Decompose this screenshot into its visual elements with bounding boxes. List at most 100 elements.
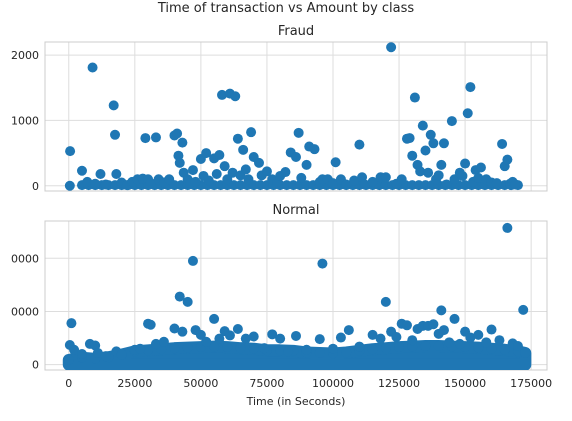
fraud-data-point — [230, 91, 241, 102]
normal-x-tick-label: 125000 — [378, 377, 420, 390]
fraud-data-point — [82, 176, 93, 187]
fraud-data-point — [100, 179, 111, 190]
fraud-data-point — [214, 150, 225, 161]
normal-data-point — [240, 333, 251, 344]
fraud-data-point — [404, 133, 415, 144]
normal-data-point — [177, 326, 188, 337]
fraud-data-point — [177, 137, 188, 148]
normal-band-point — [248, 343, 259, 354]
fraud-data-point — [150, 132, 161, 143]
normal-x-tick-label: 175000 — [510, 377, 552, 390]
fraud-data-point — [254, 157, 265, 168]
normal-data-point — [150, 338, 161, 349]
normal-data-point — [224, 330, 235, 341]
normal-data-point — [327, 343, 338, 354]
normal-data-point — [66, 318, 77, 329]
fraud-data-point — [227, 167, 238, 178]
fraud-data-point — [111, 169, 122, 180]
fraud-data-point — [457, 170, 468, 181]
fraud-data-point — [293, 127, 304, 138]
fraud-data-point — [491, 178, 502, 189]
normal-data-point — [428, 319, 439, 330]
fraud-data-point — [296, 172, 307, 183]
fraud-data-point — [510, 179, 521, 190]
normal-data-point — [283, 346, 294, 357]
fraud-data-point — [349, 175, 360, 186]
normal-data-point — [465, 332, 476, 343]
normal-band-point — [367, 344, 378, 355]
normal-data-point — [354, 341, 365, 352]
fraud-data-point — [438, 138, 449, 149]
fraud-y-tick-label: 0 — [32, 180, 39, 193]
normal-band-point — [394, 342, 405, 353]
normal-data-point — [449, 313, 460, 324]
normal-data-point — [145, 319, 156, 330]
fraud-data-point — [246, 127, 257, 138]
normal-data-point — [275, 333, 286, 344]
fraud-data-point — [232, 133, 243, 144]
fraud-data-point — [425, 129, 436, 140]
normal-data-point — [436, 305, 447, 316]
normal-data-point — [291, 330, 301, 341]
figure-suptitle: Time of transaction vs Amount by class — [157, 1, 415, 16]
normal-band-point — [420, 341, 431, 352]
normal-band-point — [209, 341, 220, 352]
fraud-data-point — [238, 144, 249, 155]
normal-data-point — [100, 351, 111, 362]
fraud-data-point — [90, 178, 101, 189]
fraud-data-point — [172, 128, 183, 139]
fraud-data-point — [87, 62, 98, 73]
normal-data-point — [407, 335, 418, 346]
fraud-data-point — [436, 159, 447, 170]
fraud-data-point — [446, 116, 457, 127]
normal-panel-title: Normal — [272, 203, 319, 218]
normal-band-point — [314, 347, 325, 358]
fraud-data-point — [240, 164, 251, 175]
normal-data-point — [92, 347, 103, 358]
normal-data-point — [201, 336, 212, 347]
fraud-data-point — [354, 139, 365, 150]
fraud-data-point — [396, 174, 407, 185]
fraud-data-point — [190, 176, 201, 187]
normal-band-point — [473, 342, 484, 353]
fraud-data-point — [108, 100, 119, 111]
normal-band-point — [341, 347, 352, 358]
fraud-data-point — [428, 138, 439, 149]
normal-band-point — [182, 342, 193, 353]
fraud-data-point — [502, 154, 513, 165]
normal-data-point — [401, 320, 412, 331]
normal-band-point — [380, 343, 391, 354]
fraud-data-point — [415, 166, 426, 177]
normal-data-point — [174, 291, 185, 302]
normal-y-tick-label: 0000 — [11, 252, 39, 265]
fraud-data-point — [475, 162, 486, 173]
fraud-data-point — [145, 178, 156, 189]
fraud-data-point — [95, 169, 106, 180]
normal-data-point — [76, 349, 87, 360]
normal-data-point — [195, 329, 206, 340]
normal-x-tick-label: 75000 — [249, 377, 284, 390]
normal-band-point — [520, 347, 531, 358]
fraud-data-point — [420, 145, 431, 156]
normal-data-point — [314, 334, 325, 345]
normal-data-point — [69, 344, 80, 355]
fraud-data-point — [367, 176, 378, 187]
fraud-data-point — [497, 138, 508, 149]
normal-x-tick-label: 150000 — [444, 377, 486, 390]
fraud-data-point — [219, 161, 230, 172]
fraud-data-point — [110, 129, 121, 140]
normal-data-point — [518, 304, 529, 315]
fraud-data-point — [330, 157, 341, 168]
normal-data-point — [158, 336, 169, 347]
fraud-data-point — [140, 133, 151, 144]
normal-x-tick-label: 50000 — [183, 377, 218, 390]
fraud-data-point — [380, 172, 391, 183]
normal-data-point — [343, 325, 354, 336]
normal-data-point — [301, 344, 312, 355]
normal-data-point — [116, 349, 127, 360]
normal-band-point — [235, 343, 246, 354]
normal-data-point — [375, 333, 386, 344]
fraud-data-point — [201, 148, 212, 159]
fraud-data-point — [341, 179, 352, 190]
